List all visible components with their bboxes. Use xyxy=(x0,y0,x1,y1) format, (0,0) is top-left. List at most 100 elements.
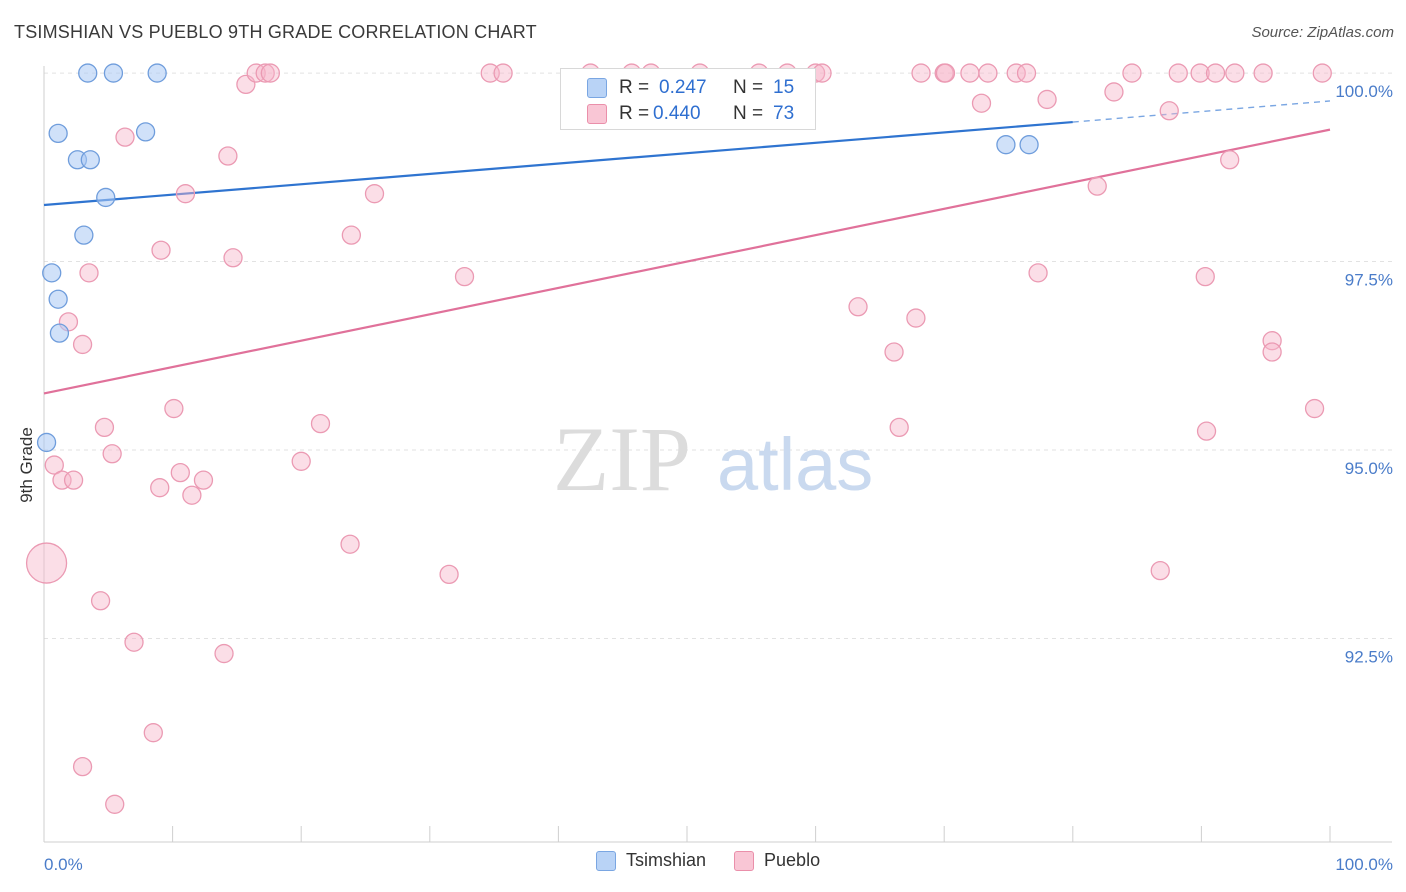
tsimshian-point xyxy=(96,187,116,208)
tsimshian-point xyxy=(80,150,100,170)
tsimshian-point xyxy=(1019,135,1039,155)
pueblo-point xyxy=(889,417,909,438)
tsimshian-point xyxy=(48,123,68,144)
watermark-zip: ZIP xyxy=(553,408,691,510)
pueblo-point xyxy=(291,451,311,471)
gridlines xyxy=(44,72,1392,639)
axis-labels: 92.5% 95.0% 97.5% 100.0% 0.0% 100.0% xyxy=(44,82,1393,874)
pueblo-point xyxy=(439,564,459,585)
pueblo-point xyxy=(223,248,243,268)
pueblo-point xyxy=(255,63,275,83)
tsimshian-point xyxy=(48,289,68,309)
pueblo-swatch xyxy=(587,104,607,124)
axes xyxy=(43,66,1392,843)
y-tick-label: 95.0% xyxy=(1345,459,1393,478)
pueblo-point xyxy=(1028,263,1048,283)
n-value: 73 xyxy=(773,103,795,124)
tsimshian-point xyxy=(74,225,94,245)
pueblo-point xyxy=(170,462,190,483)
pueblo-legend-swatch xyxy=(734,850,755,871)
trend-lines xyxy=(43,100,1331,395)
pueblo-point xyxy=(115,127,135,147)
pueblo-point xyxy=(143,723,163,743)
pueblo-point xyxy=(218,146,238,166)
pueblo-point xyxy=(102,444,122,464)
tsimshian-trend-extension xyxy=(1072,100,1331,123)
chart-title: TSIMSHIAN VS PUEBLO 9TH GRADE CORRELATIO… xyxy=(14,22,537,42)
pueblo-point xyxy=(1104,82,1124,102)
r-label: R = xyxy=(619,77,650,98)
source-label: Source: ZipAtlas.com xyxy=(1251,24,1394,41)
pueblo-point xyxy=(960,63,980,83)
pueblo-point xyxy=(310,413,331,434)
pueblo-point xyxy=(884,342,904,362)
y-tick-label: 92.5% xyxy=(1345,647,1393,666)
pueblo-point xyxy=(971,93,992,113)
tsimshian-point xyxy=(996,135,1016,155)
pueblo-trend-line xyxy=(43,128,1331,395)
pueblo-point xyxy=(1190,63,1210,83)
pueblo-point xyxy=(1150,560,1170,581)
tsimshian-points xyxy=(36,63,1039,453)
pueblo-point xyxy=(1016,63,1037,83)
tsimshian-legend-swatch xyxy=(596,850,616,871)
pueblo-point xyxy=(1220,150,1240,170)
pueblo-point xyxy=(150,478,170,498)
watermark-atlas: atlas xyxy=(717,423,873,506)
pueblo-point xyxy=(25,542,68,584)
tsimshian-point xyxy=(147,63,167,83)
tsimshian-point xyxy=(135,122,156,142)
pueblo-point xyxy=(175,184,196,204)
pueblo-point xyxy=(364,184,385,204)
legend-item-pueblo[interactable]: Pueblo xyxy=(734,850,820,871)
pueblo-point xyxy=(906,308,926,328)
pueblo-point xyxy=(1159,101,1179,121)
pueblo-point xyxy=(151,240,171,260)
pueblo-point xyxy=(1037,89,1057,110)
pueblo-point xyxy=(1195,266,1215,287)
pueblo-point xyxy=(72,756,93,777)
pueblo-point xyxy=(935,63,956,83)
pueblo-point xyxy=(978,63,998,83)
pueblo-point xyxy=(1225,63,1245,83)
pueblo-point xyxy=(182,485,202,505)
pueblo-point xyxy=(63,470,84,490)
pueblo-point xyxy=(1168,63,1188,83)
pueblo-point xyxy=(1087,176,1107,196)
pueblo-point xyxy=(260,63,280,83)
y-tick-label: 97.5% xyxy=(1345,271,1393,290)
pueblo-point xyxy=(90,591,111,611)
pueblo-point xyxy=(341,225,362,245)
pueblo-point xyxy=(72,334,93,355)
pueblo-point xyxy=(1262,342,1282,362)
pueblo-point xyxy=(105,794,125,814)
y-axis-label: 9th Grade xyxy=(17,427,36,503)
pueblo-point xyxy=(1262,331,1282,351)
pueblo-point xyxy=(1312,63,1332,83)
pueblo-point xyxy=(124,632,144,652)
pueblo-point xyxy=(1006,63,1026,83)
legend-label-tsimshian: Tsimshian xyxy=(626,850,707,870)
pueblo-point xyxy=(848,297,868,317)
x-tick-label-end: 100.0% xyxy=(1335,855,1393,874)
y-tick-label: 100.0% xyxy=(1335,82,1393,101)
pueblo-point xyxy=(1253,63,1273,83)
r-value: 0.440 xyxy=(653,103,701,124)
pueblo-point xyxy=(340,534,360,554)
bottom-legend: Tsimshian Pueblo xyxy=(596,850,820,871)
pueblo-point xyxy=(1122,63,1142,83)
pueblo-point xyxy=(1304,398,1325,419)
pueblo-point xyxy=(1205,63,1226,83)
pueblo-point xyxy=(193,470,214,490)
pueblo-point xyxy=(94,417,115,438)
pueblo-point xyxy=(214,643,234,664)
legend-label-pueblo: Pueblo xyxy=(764,850,821,870)
legend-item-tsimshian[interactable]: Tsimshian xyxy=(596,850,706,871)
n-value: 15 xyxy=(773,77,795,98)
pueblo-point xyxy=(79,263,99,283)
r-label: R = xyxy=(619,103,650,124)
tsimshian-trend-line xyxy=(43,120,1073,207)
pueblo-point xyxy=(454,266,475,287)
n-label: N = xyxy=(733,103,764,124)
